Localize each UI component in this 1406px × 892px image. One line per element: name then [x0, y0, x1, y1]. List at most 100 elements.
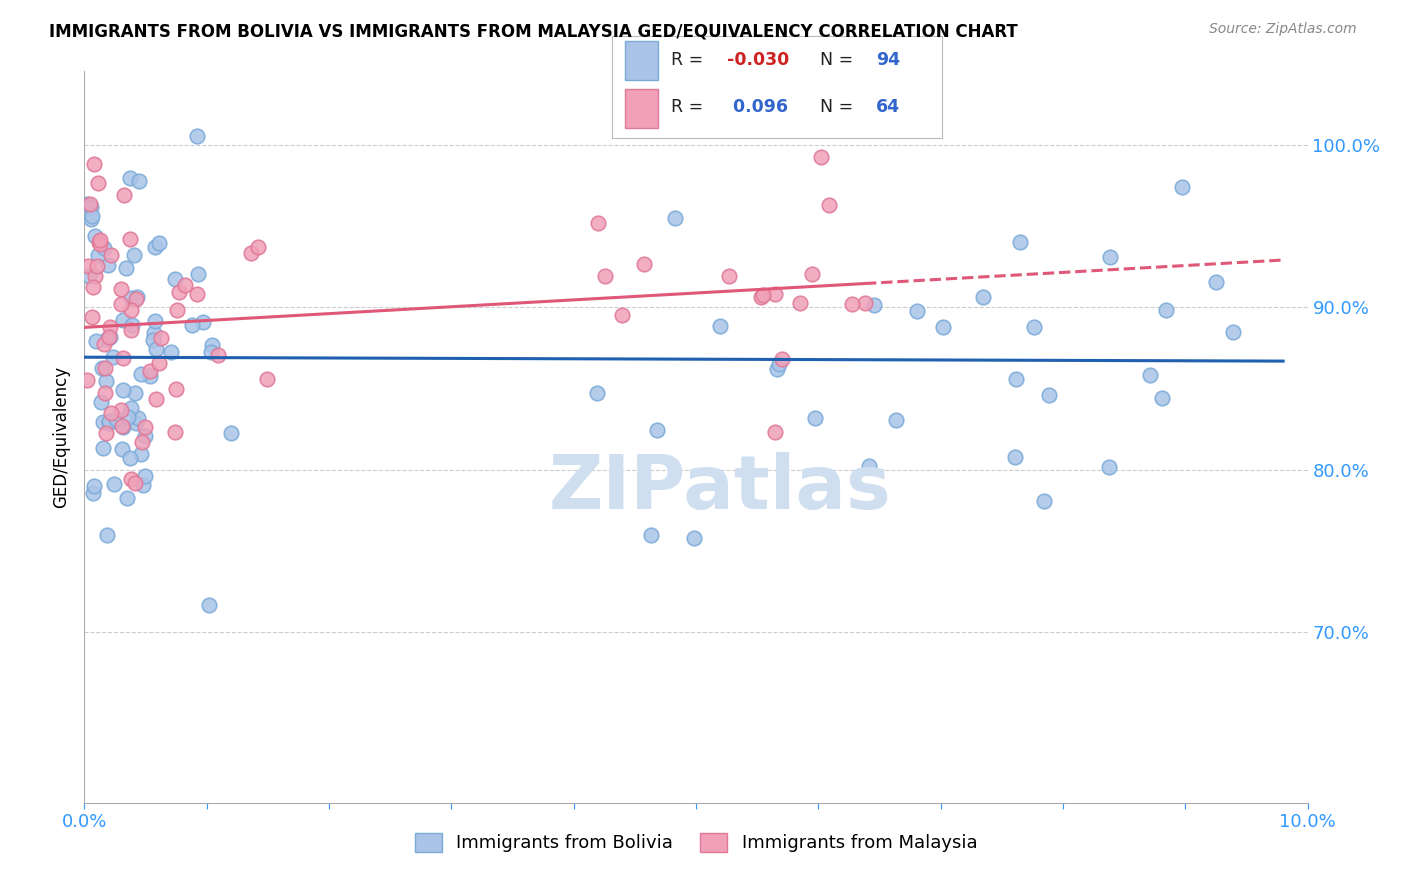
Point [94, 425, 117, 440]
Point [110, 282, 132, 296]
Point [905, 303, 928, 318]
Point [640, 528, 662, 542]
Point [763, 286, 786, 301]
Point [112, 420, 135, 434]
Point [127, 410, 149, 425]
Point [105, 412, 128, 426]
Point [1170, 180, 1192, 194]
Point [89, 236, 111, 251]
Point [586, 385, 609, 400]
Point [93, 337, 115, 351]
Point [124, 416, 146, 430]
Point [143, 314, 166, 328]
Point [97, 414, 120, 428]
Text: -0.030: -0.030 [727, 52, 790, 70]
Point [83, 157, 105, 171]
Point [1154, 303, 1177, 318]
Point [131, 435, 153, 450]
Point [150, 330, 173, 344]
Point [124, 386, 146, 401]
Point [100, 406, 122, 420]
Point [82, 209, 104, 223]
Point [118, 232, 141, 246]
Point [801, 267, 824, 281]
Point [98, 329, 121, 343]
Point [76, 259, 98, 273]
Point [103, 476, 125, 491]
Point [134, 420, 156, 434]
Point [120, 401, 142, 415]
Point [709, 318, 731, 333]
Point [1032, 494, 1054, 508]
Point [76, 373, 98, 387]
Point [117, 410, 139, 425]
Point [97, 416, 120, 430]
Y-axis label: GED/Equivalency: GED/Equivalency [52, 366, 70, 508]
Point [112, 188, 135, 202]
Text: Source: ZipAtlas.com: Source: ZipAtlas.com [1209, 22, 1357, 37]
Point [79, 196, 101, 211]
Text: IMMIGRANTS FROM BOLIVIA VS IMMIGRANTS FROM MALAYSIA GED/EQUIVALENCY CORRELATION : IMMIGRANTS FROM BOLIVIA VS IMMIGRANTS FR… [49, 22, 1018, 40]
Point [853, 296, 876, 310]
Point [612, 308, 634, 322]
Point [86, 248, 108, 262]
Point [87, 176, 110, 190]
Point [100, 248, 122, 262]
Point [931, 320, 953, 334]
Point [84, 268, 107, 283]
Point [145, 342, 167, 356]
Point [112, 351, 135, 365]
Point [166, 303, 188, 318]
Point [1152, 392, 1174, 406]
Point [122, 248, 145, 262]
Point [80, 211, 103, 226]
Point [98, 319, 121, 334]
Point [160, 344, 183, 359]
Point [86, 260, 108, 274]
Point [167, 285, 190, 300]
Point [593, 269, 616, 284]
Legend: Immigrants from Bolivia, Immigrants from Malaysia: Immigrants from Bolivia, Immigrants from… [408, 826, 984, 860]
Point [93, 385, 115, 400]
Point [82, 280, 104, 294]
Point [94, 374, 117, 388]
Point [112, 313, 135, 327]
Text: R =: R = [671, 52, 709, 70]
Point [770, 351, 793, 366]
Point [219, 425, 242, 440]
Point [143, 240, 166, 254]
Point [810, 150, 832, 164]
Point [98, 329, 121, 343]
Point [93, 241, 115, 255]
Point [717, 268, 740, 283]
Point [129, 447, 152, 461]
Point [165, 382, 187, 396]
Point [191, 315, 214, 329]
Text: 0.096: 0.096 [727, 98, 789, 117]
Point [120, 450, 142, 465]
Point [111, 442, 134, 456]
Point [148, 235, 170, 250]
Point [186, 129, 208, 144]
Point [76, 197, 98, 211]
FancyBboxPatch shape [624, 89, 658, 128]
Point [200, 338, 222, 352]
Point [804, 410, 827, 425]
Point [96, 528, 118, 542]
Point [82, 486, 104, 500]
Point [163, 425, 186, 439]
Point [120, 303, 142, 318]
Point [110, 402, 132, 417]
Point [763, 425, 786, 439]
Point [1038, 387, 1060, 401]
Point [124, 292, 146, 306]
Point [90, 395, 112, 409]
Point [1098, 250, 1121, 264]
Text: R =: R = [671, 98, 709, 117]
Point [1205, 275, 1227, 289]
Point [863, 298, 886, 312]
Point [101, 350, 124, 364]
Point [80, 200, 103, 214]
Point [683, 531, 706, 545]
Point [120, 291, 142, 305]
